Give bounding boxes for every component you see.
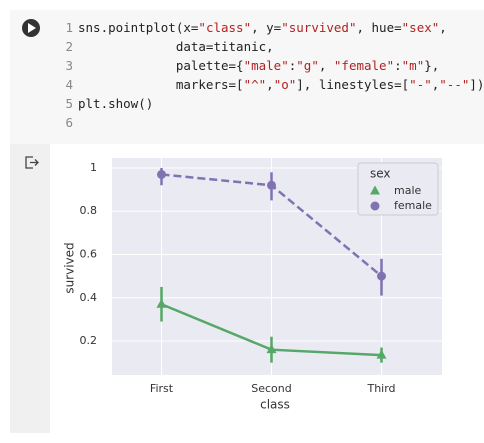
string-token: "-" [409, 77, 432, 92]
code-token: }, [424, 58, 440, 73]
line-number: 4 [65, 77, 73, 92]
code-token: , [266, 77, 274, 92]
output-icon[interactable] [25, 156, 39, 169]
legend-box [357, 162, 439, 216]
string-token: "g" [296, 58, 319, 73]
run-icon [28, 23, 36, 33]
code-token: sns.pointplot(x= [78, 20, 199, 35]
y-tick-label: 0.8 [80, 204, 98, 217]
point-marker [377, 271, 386, 281]
code-token: ]) [469, 77, 484, 92]
code-line: 6 [55, 113, 484, 132]
x-tick-label: Third [366, 382, 395, 395]
legend-title: sex [370, 167, 391, 181]
string-token: "class" [198, 20, 252, 35]
string-token: "survived" [281, 20, 357, 35]
legend-label: male [394, 184, 422, 197]
string-token: "o" [273, 77, 297, 92]
legend-label: female [394, 199, 432, 212]
point-marker [370, 185, 380, 195]
string-token: "female" [333, 58, 395, 73]
string-token: "m" [401, 58, 425, 73]
point-marker [156, 298, 167, 308]
code-token: , y= [251, 20, 282, 35]
code-line: 2 data=titanic, [55, 37, 484, 56]
code-token: : [288, 58, 297, 73]
line-number: 5 [65, 96, 73, 111]
string-token: "sex" [401, 20, 440, 35]
x-axis-label: class [260, 398, 290, 412]
line-number: 2 [65, 39, 73, 54]
x-tick-label: First [150, 382, 174, 395]
code-line: 3 palette={"male":"g", "female":"m"}, [55, 56, 484, 75]
code-cell [10, 10, 484, 144]
point-marker [157, 169, 166, 179]
code-token: , [431, 77, 440, 92]
code-token: data=titanic, [78, 39, 274, 54]
code-token: , [318, 58, 334, 73]
point-marker [376, 349, 387, 359]
code-token: ], linestyles=[ [296, 77, 410, 92]
code-editor[interactable]: 1 sns.pointplot(x="class", y="survived", … [55, 18, 484, 132]
point-marker [267, 180, 276, 190]
string-token: "^" [243, 77, 267, 92]
code-token: , [439, 20, 447, 35]
code-token: palette={ [78, 58, 244, 73]
point-marker [266, 344, 277, 354]
line-number: 6 [65, 115, 73, 130]
code-token: : [394, 58, 402, 73]
line-number: 1 [65, 20, 73, 35]
output-gutter [10, 144, 50, 433]
y-tick-label: 0.6 [80, 247, 98, 260]
string-token: "male" [243, 58, 289, 73]
string-token: "--" [439, 77, 470, 92]
code-line: 1 sns.pointplot(x="class", y="survived", … [55, 18, 484, 37]
code-token: markers=[ [78, 77, 244, 92]
x-tick-label: Second [251, 382, 291, 395]
code-line: 5 plt.show() [55, 94, 484, 113]
line-number: 3 [65, 58, 73, 73]
y-tick-label: 1 [90, 161, 97, 174]
code-token: , hue= [356, 20, 402, 35]
y-tick-label: 0.2 [80, 334, 98, 347]
code-line: 4 markers=["^","o"], linestyles=["-","--… [55, 75, 484, 94]
point-marker [370, 201, 380, 211]
y-axis-label: survived [63, 242, 77, 293]
code-token: plt.show() [78, 96, 154, 111]
y-tick-label: 0.4 [80, 291, 98, 304]
